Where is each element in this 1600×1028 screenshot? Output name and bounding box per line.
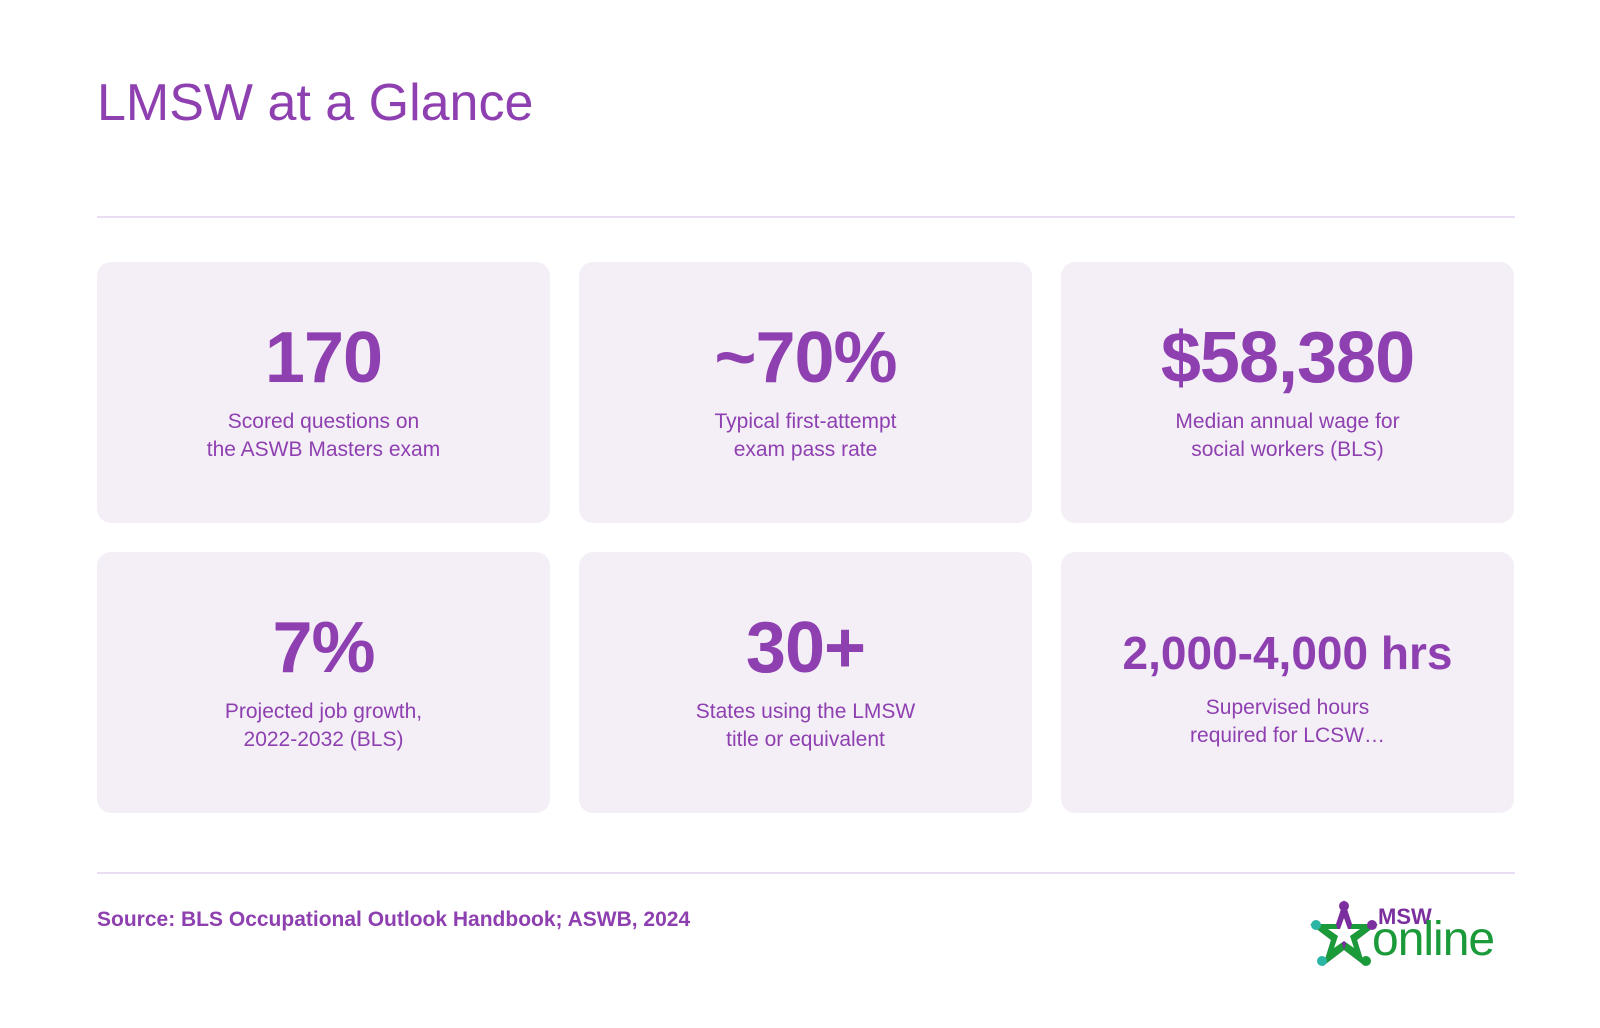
source-citation: Source: BLS Occupational Outlook Handboo… <box>97 908 691 931</box>
logo-online-text: online <box>1372 913 1495 966</box>
stat-card-job-growth: 7% Projected job growth, 2022-2032 (BLS) <box>97 552 550 813</box>
stat-value: 2,000-4,000 hrs <box>1122 626 1453 679</box>
bottom-divider <box>97 872 1515 874</box>
msw-online-logo[interactable]: MSW online <box>1304 898 1518 972</box>
logo-msw-text: MSW <box>1378 904 1432 929</box>
stat-label-line: Scored questions on <box>227 409 420 433</box>
stat-label-line: Supervised hours <box>1205 695 1370 719</box>
stat-card-median-wage: $58,380 Median annual wage for social wo… <box>1061 262 1514 523</box>
stat-card-supervised-hours: 2,000-4,000 hrs Supervised hours require… <box>1061 552 1514 813</box>
stat-label-line: the ASWB Masters exam <box>206 437 441 461</box>
page-title: LMSW at a Glance <box>97 74 534 132</box>
stat-value: 170 <box>264 317 383 398</box>
stat-value: $58,380 <box>1160 317 1415 398</box>
stat-label-line: Median annual wage for <box>1175 409 1400 433</box>
stat-card-exam-questions: 170 Scored questions on the ASWB Masters… <box>97 262 550 523</box>
stat-label-line: 2022-2032 (BLS) <box>243 727 404 751</box>
stats-grid: 170 Scored questions on the ASWB Masters… <box>97 262 1515 813</box>
stat-label-line: social workers (BLS) <box>1191 437 1384 461</box>
stat-label: Projected job growth, 2022-2032 (BLS) <box>174 698 474 754</box>
stat-label-line: exam pass rate <box>733 437 878 461</box>
stat-label-line: Typical first-attempt <box>714 409 897 433</box>
stat-card-states: 30+ States using the LMSW title or equiv… <box>579 552 1032 813</box>
star-people-icon <box>1310 900 1378 966</box>
stat-label-line: title or equivalent <box>726 727 885 751</box>
stat-label: Median annual wage for social workers (B… <box>1138 408 1438 464</box>
stat-value: 7% <box>272 607 375 688</box>
stat-label-line: required for LCSW… <box>1190 723 1385 747</box>
stat-label: States using the LMSW title or equivalen… <box>656 698 956 754</box>
stat-value: ~70% <box>714 317 897 398</box>
stat-card-pass-rate: ~70% Typical first-attempt exam pass rat… <box>579 262 1032 523</box>
stat-label: Supervised hours required for LCSW… <box>1138 694 1438 750</box>
top-divider <box>97 216 1515 218</box>
stat-label: Scored questions on the ASWB Masters exa… <box>174 408 474 464</box>
stat-label-line: States using the LMSW <box>695 699 916 723</box>
stat-value: 30+ <box>745 607 866 688</box>
stat-label-line: Projected job growth, <box>224 699 423 723</box>
stat-label: Typical first-attempt exam pass rate <box>656 408 956 464</box>
